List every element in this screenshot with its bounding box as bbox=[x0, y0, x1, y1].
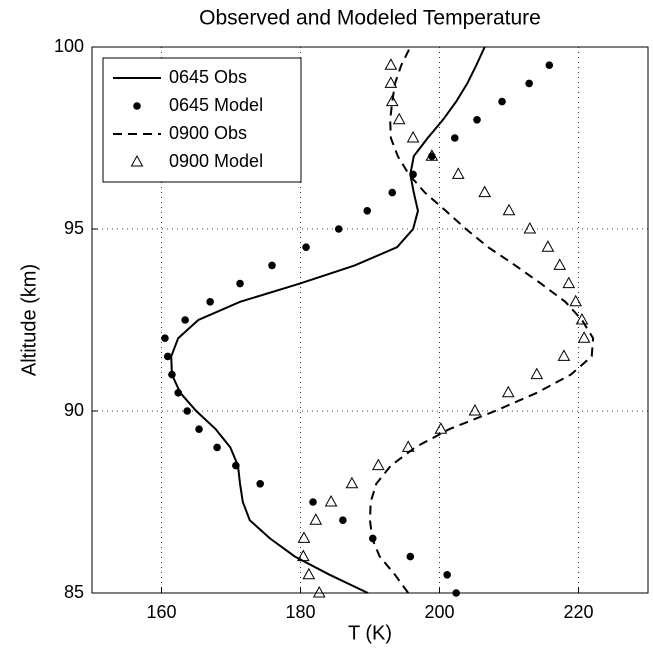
data-point bbox=[324, 494, 338, 507]
x-tick-label: 180 bbox=[285, 602, 315, 622]
data-point bbox=[451, 167, 465, 179]
data-point bbox=[392, 112, 406, 125]
data-point bbox=[541, 240, 555, 252]
data-point bbox=[213, 443, 221, 452]
data-point bbox=[334, 225, 343, 233]
data-point bbox=[501, 385, 515, 398]
data-point bbox=[183, 407, 192, 415]
x-tick-label: 220 bbox=[563, 602, 593, 622]
legend-label: 0645 Model bbox=[169, 95, 263, 115]
data-point bbox=[553, 258, 567, 270]
data-point bbox=[168, 370, 176, 379]
data-point bbox=[256, 480, 264, 488]
y-tick-label: 90 bbox=[64, 400, 84, 420]
y-axis-label: Altitude (km) bbox=[18, 264, 40, 376]
data-point bbox=[502, 203, 516, 216]
data-point bbox=[345, 476, 359, 489]
data-point bbox=[525, 79, 533, 88]
legend-label: 0645 Obs bbox=[169, 67, 247, 87]
data-point bbox=[371, 458, 385, 471]
data-point bbox=[569, 294, 583, 307]
legend-label: 0900 Obs bbox=[169, 123, 247, 143]
data-point bbox=[562, 276, 576, 289]
data-point bbox=[452, 589, 460, 597]
data-point bbox=[309, 498, 317, 506]
legend-swatch bbox=[130, 154, 144, 167]
data-point bbox=[385, 94, 399, 107]
data-point bbox=[575, 312, 589, 325]
data-point bbox=[339, 516, 347, 524]
data-line bbox=[368, 46, 595, 594]
x-tick-label: 160 bbox=[146, 602, 176, 622]
y-tick-label: 85 bbox=[64, 582, 84, 602]
data-point bbox=[181, 316, 189, 324]
x-tick-label: 200 bbox=[424, 602, 454, 622]
data-point bbox=[557, 349, 571, 361]
y-tick-label: 100 bbox=[54, 36, 84, 56]
data-point bbox=[302, 243, 310, 251]
data-point bbox=[498, 97, 506, 106]
data-point bbox=[236, 279, 244, 288]
data-point bbox=[309, 513, 323, 525]
data-point bbox=[302, 567, 316, 580]
data-point bbox=[450, 134, 459, 142]
data-point bbox=[297, 531, 311, 543]
data-point bbox=[401, 440, 415, 452]
data-point bbox=[577, 331, 591, 343]
data-point bbox=[174, 389, 182, 397]
data-point bbox=[523, 221, 537, 234]
data-point bbox=[428, 152, 436, 160]
data-point bbox=[296, 549, 310, 562]
data-point bbox=[232, 461, 240, 470]
data-line bbox=[170, 46, 486, 594]
data-point bbox=[163, 352, 172, 361]
data-point bbox=[468, 403, 482, 416]
data-point bbox=[268, 261, 276, 270]
y-tick-label: 95 bbox=[64, 218, 84, 238]
data-point bbox=[478, 185, 492, 198]
data-point bbox=[161, 334, 169, 343]
legend-label: 0900 Model bbox=[169, 151, 263, 171]
data-point bbox=[545, 61, 554, 69]
data-point bbox=[363, 207, 372, 215]
data-point bbox=[195, 425, 203, 434]
chart-title: Observed and Modeled Temperature bbox=[199, 7, 541, 30]
data-point bbox=[384, 58, 398, 70]
x-axis-label: T (K) bbox=[348, 622, 392, 644]
legend-swatch bbox=[133, 102, 141, 110]
data-point bbox=[406, 130, 420, 143]
data-point bbox=[384, 76, 398, 88]
data-point bbox=[206, 298, 214, 306]
data-point bbox=[312, 585, 326, 598]
data-point bbox=[443, 571, 451, 579]
data-point bbox=[425, 149, 439, 161]
data-point bbox=[473, 116, 481, 124]
data-point bbox=[388, 188, 397, 197]
data-point bbox=[434, 422, 448, 434]
data-point bbox=[406, 552, 415, 561]
data-point bbox=[530, 367, 544, 380]
